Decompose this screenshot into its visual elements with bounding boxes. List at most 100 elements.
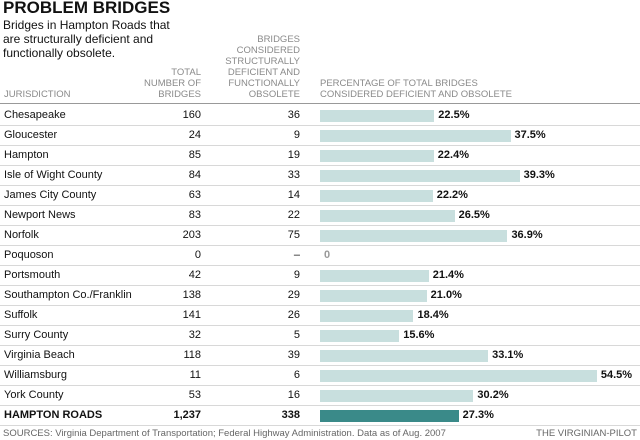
column-header: BRIDGES — [257, 34, 300, 45]
percent-label: 21.0% — [430, 289, 462, 301]
subtitle: Bridges in Hampton Roads that — [3, 18, 170, 32]
title: PROBLEM BRIDGES — [3, 0, 171, 17]
total-bridges: 32 — [188, 329, 201, 341]
separator — [0, 125, 640, 126]
deficient-bridges: 6 — [293, 369, 300, 381]
total-bridges: 83 — [188, 209, 201, 221]
jurisdiction: Poquoson — [4, 249, 54, 261]
column-header: BRIDGES — [158, 89, 201, 100]
percent-label: 18.4% — [417, 309, 449, 321]
column-header: JURISDICTION — [4, 89, 71, 100]
column-header: TOTAL — [171, 67, 201, 78]
jurisdiction: HAMPTON ROADS — [4, 409, 103, 421]
percent-bar — [320, 290, 427, 302]
deficient-bridges: 5 — [293, 329, 300, 341]
total-bridges: 141 — [182, 309, 201, 321]
separator — [0, 103, 640, 104]
percent-label: 15.6% — [403, 329, 435, 341]
column-header: NUMBER OF — [144, 78, 201, 89]
percent-bar — [320, 170, 520, 182]
percent-label: 22.2% — [436, 189, 468, 201]
total-bridges: 53 — [188, 389, 201, 401]
jurisdiction: Isle of Wight County — [4, 169, 103, 181]
jurisdiction: Gloucester — [4, 129, 58, 141]
percent-label: 36.9% — [511, 229, 543, 241]
separator — [0, 385, 640, 386]
jurisdiction: James City County — [4, 189, 97, 201]
percent-bar — [320, 370, 597, 382]
source: SOURCES: Virginia Department of Transpor… — [3, 428, 446, 439]
deficient-bridges: 33 — [287, 169, 300, 181]
column-header: CONSIDERED — [236, 45, 300, 56]
deficient-bridges: 14 — [287, 189, 300, 201]
separator — [0, 285, 640, 286]
deficient-bridges: 39 — [287, 349, 300, 361]
percent-bar — [320, 110, 435, 122]
column-header: OBSOLETE — [248, 89, 300, 100]
jurisdiction: Newport News — [4, 209, 76, 221]
percent-label: 33.1% — [492, 349, 524, 361]
percent-bar — [320, 310, 414, 322]
separator — [0, 365, 640, 366]
column-header: PERCENTAGE OF TOTAL BRIDGES — [320, 78, 478, 89]
total-bridges: 0 — [194, 249, 201, 261]
percent-bar — [320, 150, 434, 162]
deficient-bridges: 9 — [293, 269, 300, 281]
percent-label: 26.5% — [458, 209, 490, 221]
percent-bar — [320, 190, 433, 202]
deficient-bridges: 26 — [287, 309, 300, 321]
percent-label: 21.4% — [432, 269, 464, 281]
total-bridges: 63 — [188, 189, 201, 201]
separator — [0, 345, 640, 346]
deficient-bridges: 22 — [287, 209, 300, 221]
jurisdiction: Suffolk — [4, 309, 38, 321]
jurisdiction: Southampton Co./Franklin — [4, 289, 132, 301]
percent-label: 0 — [324, 249, 331, 261]
jurisdiction: Portsmouth — [4, 269, 61, 281]
jurisdiction: Williamsburg — [4, 369, 67, 381]
total-bridges: 160 — [182, 109, 201, 121]
jurisdiction: Virginia Beach — [4, 349, 75, 361]
separator — [0, 205, 640, 206]
jurisdiction: Hampton — [4, 149, 49, 161]
jurisdiction: Surry County — [4, 329, 69, 341]
separator — [0, 405, 640, 406]
percent-label: 22.5% — [438, 109, 470, 121]
percent-bar — [320, 270, 429, 282]
total-bridges: 11 — [189, 369, 201, 381]
subtitle: functionally obsolete. — [3, 46, 116, 60]
deficient-bridges: 19 — [287, 149, 300, 161]
total-bridges: 1,237 — [173, 409, 201, 421]
percent-bar — [320, 330, 400, 342]
column-header: DEFICIENT AND — [227, 67, 300, 78]
total-bridges: 118 — [183, 349, 201, 361]
percent-bar — [320, 210, 455, 222]
separator — [0, 245, 640, 246]
percent-label: 37.5% — [514, 129, 546, 141]
separator — [0, 185, 640, 186]
total-bridges: 42 — [188, 269, 201, 281]
deficient-bridges: 9 — [293, 129, 300, 141]
separator — [0, 165, 640, 166]
percent-bar — [320, 410, 459, 422]
total-bridges: 84 — [188, 169, 201, 181]
percent-bar — [320, 350, 489, 362]
separator — [0, 145, 640, 146]
percent-label: 22.4% — [437, 149, 469, 161]
jurisdiction: Norfolk — [4, 229, 39, 241]
credit: THE VIRGINIAN-PILOT — [536, 428, 637, 439]
column-header: CONSIDERED DEFICIENT AND OBSOLETE — [320, 89, 512, 100]
deficient-bridges: 36 — [287, 109, 300, 121]
total-bridges: 85 — [188, 149, 201, 161]
separator — [0, 425, 640, 426]
percent-label: 39.3% — [523, 169, 555, 181]
separator — [0, 265, 640, 266]
deficient-bridges: 75 — [287, 229, 300, 241]
deficient-bridges: 29 — [287, 289, 300, 301]
total-bridges: 203 — [182, 229, 201, 241]
deficient-bridges: 338 — [281, 409, 300, 421]
percent-label: 54.5% — [600, 369, 633, 381]
percent-label: 30.2% — [477, 389, 509, 401]
percent-label: 27.3% — [462, 409, 494, 421]
